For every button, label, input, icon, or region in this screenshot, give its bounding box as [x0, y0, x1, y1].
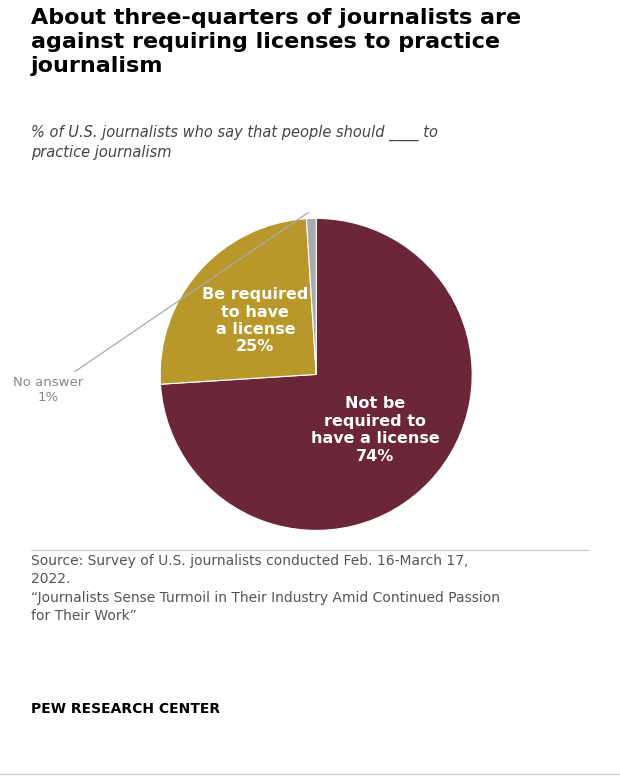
Text: PEW RESEARCH CENTER: PEW RESEARCH CENTER: [31, 702, 220, 716]
Wedge shape: [306, 218, 316, 374]
Text: Source: Survey of U.S. journalists conducted Feb. 16-March 17,
2022.
“Journalist: Source: Survey of U.S. journalists condu…: [31, 554, 500, 623]
Text: Not be
required to
have a license
74%: Not be required to have a license 74%: [311, 396, 440, 463]
Text: Be required
to have
a license
25%: Be required to have a license 25%: [202, 287, 309, 354]
Wedge shape: [160, 218, 316, 385]
Text: % of U.S. journalists who say that people should ____ to
practice journalism: % of U.S. journalists who say that peopl…: [31, 125, 438, 160]
Wedge shape: [161, 218, 472, 530]
Text: No answer
1%: No answer 1%: [13, 212, 309, 404]
Text: About three-quarters of journalists are
against requiring licenses to practice
j: About three-quarters of journalists are …: [31, 8, 521, 76]
